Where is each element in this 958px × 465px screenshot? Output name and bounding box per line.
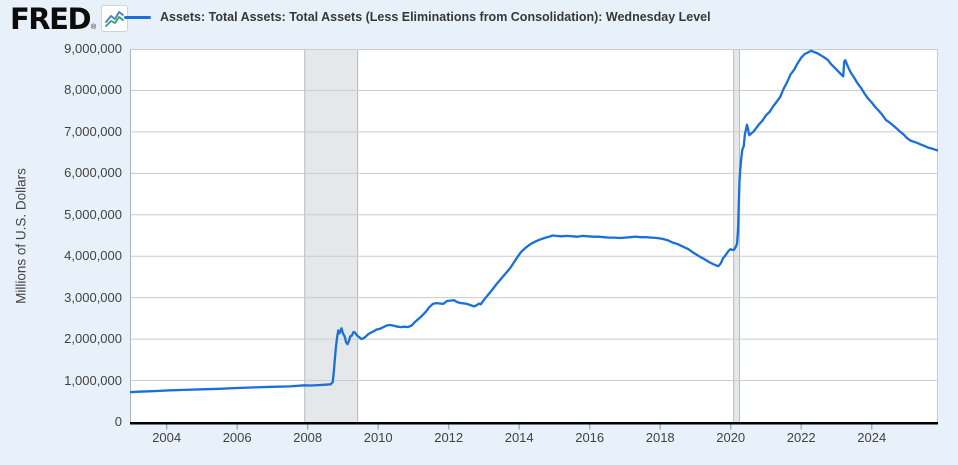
x-tick-label: 2016 xyxy=(575,430,605,445)
fred-logo[interactable]: FRED ® xyxy=(10,2,129,36)
y-tick-label: 2,000,000 xyxy=(64,331,122,347)
y-axis-title-wrap: Millions of U.S. Dollars xyxy=(8,49,34,422)
registered-trademark: ® xyxy=(91,24,97,31)
y-tick-label: 8,000,000 xyxy=(64,82,122,98)
x-tick-label: 2012 xyxy=(434,430,464,445)
x-tick-label: 2004 xyxy=(152,430,182,445)
recession-band xyxy=(304,49,358,422)
fred-logo-chart-icon xyxy=(101,5,129,32)
chart-legend: Assets: Total Assets: Total Assets (Less… xyxy=(124,10,711,24)
plot-area[interactable] xyxy=(130,49,938,430)
x-tick-label: 2010 xyxy=(363,430,393,445)
y-tick-label: 1,000,000 xyxy=(64,372,122,388)
data-line[interactable] xyxy=(130,49,938,394)
x-tick-label: 2022 xyxy=(786,430,816,445)
y-tick-label: 4,000,000 xyxy=(64,248,122,264)
x-tick-label: 2006 xyxy=(222,430,252,445)
y-tick-label: 5,000,000 xyxy=(64,206,122,222)
y-axis-title: Millions of U.S. Dollars xyxy=(13,167,29,304)
x-tick-label: 2020 xyxy=(716,430,746,445)
logo-green-line xyxy=(105,16,125,27)
header: FRED ® Assets: Total Assets: Total Asset… xyxy=(0,0,958,40)
plot-background xyxy=(130,49,938,422)
logo-blue-line xyxy=(105,11,125,23)
y-tick-label: 0 xyxy=(114,414,122,429)
x-tick-label: 2014 xyxy=(504,430,534,445)
x-tick-label: 2024 xyxy=(857,430,887,445)
legend-line-swatch xyxy=(124,15,151,19)
fred-logo-text: FRED xyxy=(10,2,92,36)
y-tick-label: 6,000,000 xyxy=(64,165,122,181)
y-tick-label: 3,000,000 xyxy=(64,289,122,305)
y-tick-label: 9,000,000 xyxy=(64,41,122,56)
x-tick-label: 2018 xyxy=(645,430,675,445)
y-tick-label: 7,000,000 xyxy=(64,123,122,139)
series-title: Assets: Total Assets: Total Assets (Less… xyxy=(160,10,711,24)
x-tick-label: 2008 xyxy=(293,430,323,445)
